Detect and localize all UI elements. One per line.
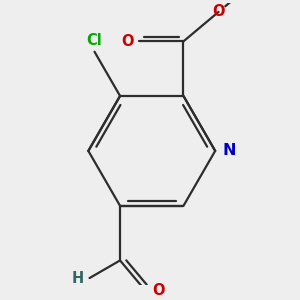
Text: O: O bbox=[212, 4, 225, 20]
Text: O: O bbox=[153, 283, 165, 298]
Text: Cl: Cl bbox=[87, 33, 102, 48]
Text: O: O bbox=[121, 34, 133, 49]
Text: N: N bbox=[222, 143, 236, 158]
Text: H: H bbox=[72, 271, 84, 286]
